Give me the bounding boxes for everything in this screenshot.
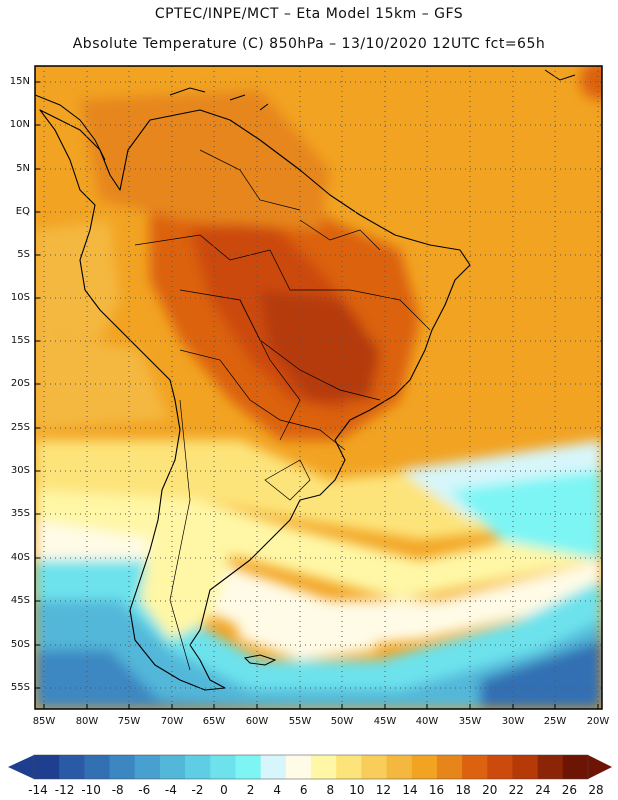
colorbar-tick-label: 24 xyxy=(535,783,551,797)
lat-lon-grid xyxy=(35,66,602,709)
falkland-islands xyxy=(243,654,277,666)
colorbar-swatch xyxy=(109,755,136,779)
lon-label: 60W xyxy=(245,716,269,727)
colorbar-swatch xyxy=(34,755,60,779)
colorbar-tick-label: 8 xyxy=(326,783,335,797)
colorbar-tick-label: 4 xyxy=(273,783,281,797)
colorbar-swatch xyxy=(462,755,488,779)
colorbar-swatch xyxy=(84,755,111,779)
colorbar xyxy=(8,754,612,780)
colorbar-swatch xyxy=(134,755,161,779)
lon-label: 45W xyxy=(373,716,397,727)
colorbar-tick-label: 6 xyxy=(299,783,308,797)
lat-label: 30S xyxy=(10,465,30,476)
colorbar-swatch xyxy=(562,755,589,779)
temperature-shading xyxy=(35,66,602,709)
colorbar-tick-label: -12 xyxy=(54,783,75,797)
colorbar-tick-label: 28 xyxy=(588,783,604,797)
lat-label: 5N xyxy=(16,163,30,174)
lat-label: 25S xyxy=(10,422,30,433)
colorbar-swatch xyxy=(59,755,85,779)
colorbar-tick-label: 16 xyxy=(428,783,445,797)
colorbar-tick-label: -4 xyxy=(164,783,177,797)
coastline-central-america xyxy=(35,94,106,161)
colorbar-tick-label: 2 xyxy=(246,783,255,797)
lon-label: 25W xyxy=(543,716,567,727)
colorbar-swatch xyxy=(210,755,236,779)
colorbar-swatch xyxy=(411,755,438,779)
map-frame xyxy=(34,65,603,710)
lat-label: 15S xyxy=(10,335,30,346)
lon-label: 30W xyxy=(501,716,525,727)
lon-label: 80W xyxy=(75,716,99,727)
colorbar-tick-label: 10 xyxy=(349,783,365,797)
lon-label: 65W xyxy=(202,716,226,727)
lat-label: 5S xyxy=(17,249,30,260)
lat-label: 15N xyxy=(9,76,30,87)
colorbar-tick-label: 18 xyxy=(455,783,471,797)
colorbar-swatch xyxy=(361,755,388,779)
lon-label: 50W xyxy=(330,716,354,727)
lat-label: 40S xyxy=(10,552,30,563)
colorbar-swatch xyxy=(336,755,362,779)
colorbar-swatch xyxy=(311,755,337,779)
map-subtitle: Absolute Temperature (C) 850hPa – 13/10/… xyxy=(72,36,546,52)
colorbar-outline xyxy=(33,754,589,780)
lon-label: 70W xyxy=(160,716,184,727)
colorbar-tick-label: -14 xyxy=(28,783,48,797)
lon-label: 55W xyxy=(288,716,312,727)
lat-label: 20S xyxy=(10,378,30,389)
colorbar-tick-label: -8 xyxy=(111,783,124,797)
colorbar-swatch xyxy=(159,755,186,779)
colorbar-swatch xyxy=(260,755,287,779)
colorbar-tick-label: 14 xyxy=(402,783,418,797)
coastline xyxy=(39,109,471,691)
colorbar-swatch xyxy=(386,755,413,779)
lon-label: 85W xyxy=(32,716,56,727)
colorbar-tick-label: 20 xyxy=(482,783,498,797)
map-title: CPTEC/INPE/MCT – Eta Model 15km – GFS xyxy=(154,6,464,22)
colorbar-swatch xyxy=(185,755,211,779)
colorbar-swatch xyxy=(537,755,564,779)
lon-label: 20W xyxy=(586,716,610,727)
lon-label: 40W xyxy=(415,716,439,727)
lat-label: 10N xyxy=(9,119,30,130)
colorbar-tick-label: 22 xyxy=(508,783,524,797)
colorbar-swatch xyxy=(235,755,262,779)
lon-label: 75W xyxy=(117,716,141,727)
colorbar-swatch xyxy=(285,755,312,779)
colorbar-tick-label: -6 xyxy=(138,783,151,797)
colorbar-min-arrow xyxy=(8,755,34,779)
colorbar-tick-label: 12 xyxy=(375,783,392,797)
colorbar-tick-label: 0 xyxy=(220,783,228,797)
colorbar-tick-label: -2 xyxy=(191,783,204,797)
colorbar-swatch xyxy=(487,755,513,779)
lat-label: 45S xyxy=(10,595,30,606)
axis-ticks xyxy=(35,81,599,709)
lon-label: 35W xyxy=(458,716,482,727)
lat-label: 55S xyxy=(10,682,30,693)
colorbar-swatch xyxy=(436,755,463,779)
lat-label: 50S xyxy=(10,639,30,650)
colorbar-max-arrow xyxy=(588,755,612,779)
colorbar-swatch xyxy=(512,755,539,779)
colorbar-tick-label: 26 xyxy=(561,783,578,797)
lat-label: 35S xyxy=(10,508,30,519)
lat-label: 10S xyxy=(10,292,30,303)
lat-label: EQ xyxy=(15,206,30,217)
colorbar-tick-label: -10 xyxy=(81,783,101,797)
